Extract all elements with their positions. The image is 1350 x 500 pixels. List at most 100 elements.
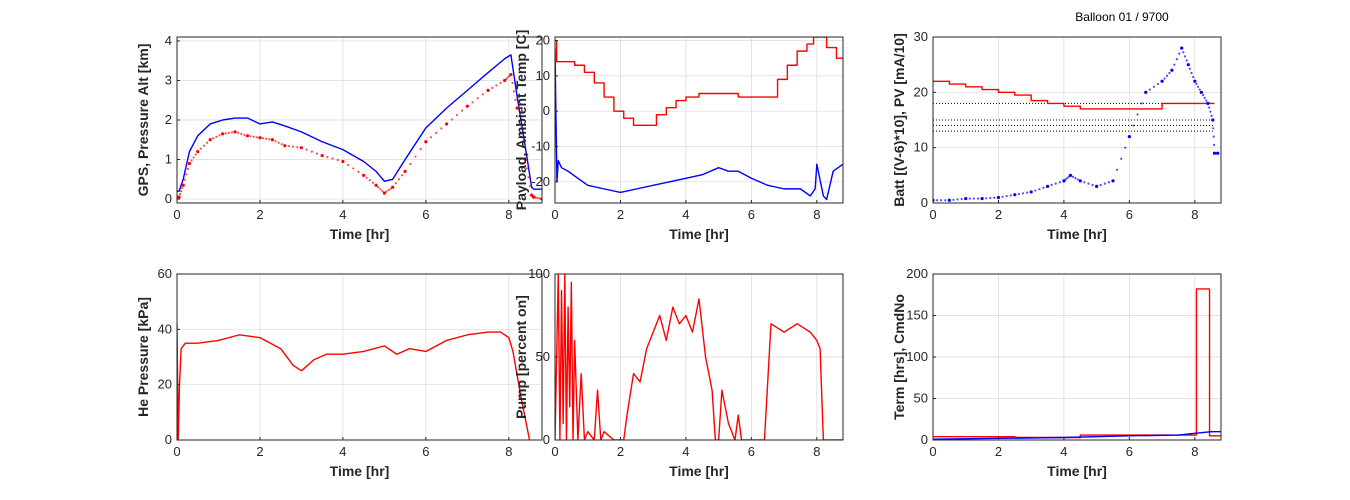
data-point <box>362 173 366 177</box>
y-axis-label: Batt [(V-6)*10], PV [mA/10] <box>891 33 907 206</box>
data-point <box>1013 193 1017 197</box>
x-tick-label: 8 <box>505 207 512 222</box>
x-tick-label: 6 <box>748 207 755 222</box>
data-point <box>230 131 234 134</box>
data-point <box>1099 183 1102 187</box>
data-point <box>1091 183 1094 187</box>
data-point <box>1045 184 1050 188</box>
data-point <box>365 176 368 179</box>
data-point <box>1209 110 1212 113</box>
data-point <box>391 185 395 189</box>
data-point <box>935 199 939 202</box>
data-point <box>379 188 382 191</box>
data-point <box>224 132 227 135</box>
data-point <box>1076 178 1079 181</box>
data-point <box>1183 55 1187 58</box>
data-point <box>299 146 304 150</box>
data-point <box>258 136 262 140</box>
y-tick-label: 150 <box>906 308 928 323</box>
data-point <box>177 195 181 199</box>
data-point <box>252 135 255 138</box>
y-axis-label: Term [hrs], CmdNo <box>891 294 907 420</box>
data-point <box>194 153 197 156</box>
panel-term: 0 2 4 6 8 0 50 100 150 200 Time [hr] Term [hrs], Cm… <box>891 266 1222 479</box>
data-point <box>424 140 428 144</box>
data-point <box>491 86 494 89</box>
y-tick-label: 0 <box>165 432 172 447</box>
data-point <box>212 137 215 140</box>
y-tick-label: 20 <box>158 377 172 392</box>
data-point <box>296 146 299 149</box>
data-point <box>1152 85 1156 88</box>
data-point <box>956 198 959 201</box>
data-point <box>940 199 943 202</box>
panel-batt_pv: 0 2 4 6 8 0 10 20 30 Time [hr] Batt [(V-6)*10], PV… <box>891 29 1222 242</box>
data-point <box>268 138 271 141</box>
data-point <box>287 145 291 148</box>
data-point <box>205 141 209 144</box>
series-0-line <box>177 323 531 440</box>
y-tick-label: 0 <box>543 432 550 447</box>
data-point <box>1160 79 1164 83</box>
data-point <box>1127 135 1131 139</box>
plot-background <box>177 274 542 440</box>
x-tick-label: 0 <box>173 207 180 222</box>
y-tick-label: 4 <box>165 33 172 48</box>
data-point <box>394 182 397 185</box>
x-tick-label: 6 <box>1126 444 1133 459</box>
y-tick-label: 0 <box>921 432 928 447</box>
y-tick-label: 50 <box>536 349 550 364</box>
data-point <box>215 135 218 138</box>
series-1-points <box>933 46 1220 202</box>
data-point <box>1216 151 1220 155</box>
data-point <box>1212 127 1215 130</box>
data-point <box>227 131 230 134</box>
data-point <box>1034 189 1037 192</box>
data-point <box>506 76 509 79</box>
y-tick-label: 20 <box>536 33 550 48</box>
data-point <box>1017 192 1021 196</box>
y-tick-label: 3 <box>165 72 172 87</box>
data-point <box>450 118 453 121</box>
series-0-line <box>555 274 843 440</box>
data-point <box>429 136 433 139</box>
x-tick-label: 0 <box>173 444 180 459</box>
x-tick-label: 4 <box>682 207 689 222</box>
data-point <box>389 187 392 190</box>
data-point <box>1054 182 1057 185</box>
data-point <box>1132 124 1135 127</box>
data-point <box>455 113 459 117</box>
data-point <box>515 106 519 110</box>
axes-frame <box>554 36 844 204</box>
data-point <box>400 174 404 177</box>
data-point <box>377 186 380 189</box>
y-tick-label: 20 <box>914 84 928 99</box>
data-point <box>1058 181 1061 184</box>
data-point <box>947 198 951 202</box>
series-1-line <box>555 47 843 201</box>
x-tick-label: 0 <box>551 444 558 459</box>
data-point <box>221 132 225 136</box>
x-tick-label: 4 <box>1060 207 1067 222</box>
data-point <box>192 156 195 159</box>
data-point <box>495 84 498 87</box>
data-point <box>186 167 189 171</box>
x-axis-label: Time [hr] <box>1047 226 1107 242</box>
y-axis-label: Pump [percent on] <box>513 295 529 419</box>
data-point <box>385 190 388 193</box>
data-point <box>292 145 295 148</box>
data-point <box>185 173 188 176</box>
data-point <box>536 196 539 200</box>
data-point <box>187 161 192 166</box>
data-point <box>249 135 252 138</box>
data-point <box>522 145 525 148</box>
data-point <box>1042 186 1045 189</box>
panel-temps: 0 2 4 6 8 -20 -10 0 10 20 Time [hr] Payload, Ambien… <box>513 30 844 242</box>
data-point <box>1050 183 1053 187</box>
series-0-line <box>933 80 1215 110</box>
data-point <box>196 150 200 154</box>
x-tick-label: 6 <box>1126 207 1133 222</box>
data-point <box>461 109 464 112</box>
data-point <box>1208 106 1211 109</box>
data-point <box>409 162 412 166</box>
